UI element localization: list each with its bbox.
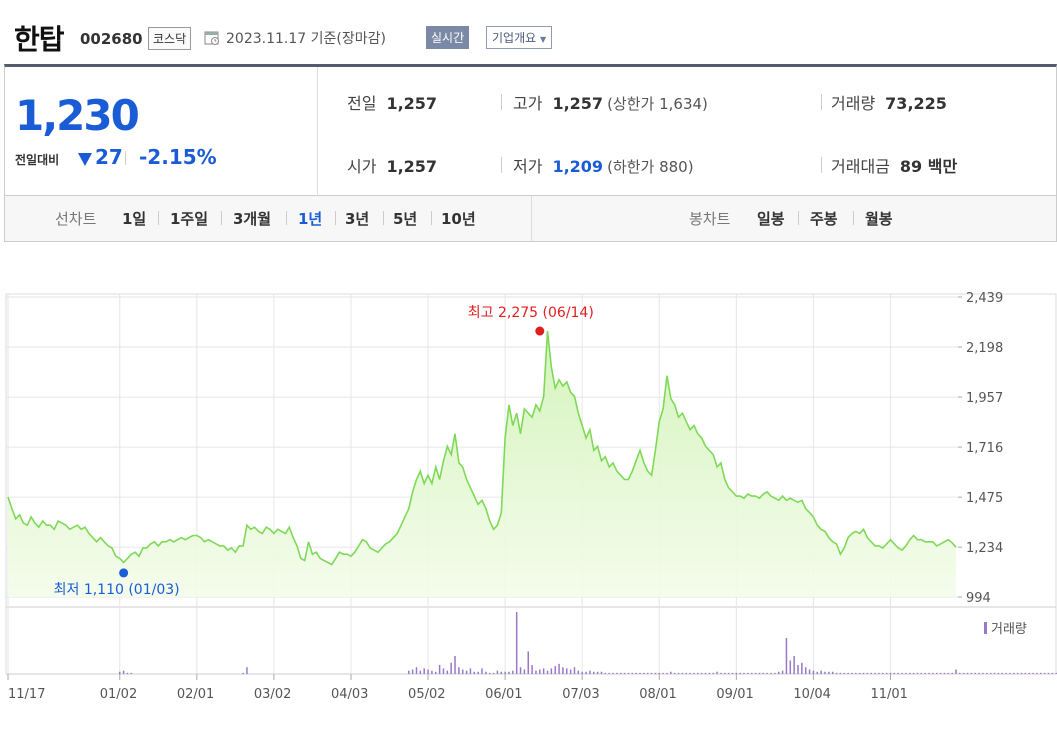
high-value: 1,257 (552, 94, 604, 113)
y-tick-label: 1,234 (966, 541, 1003, 556)
realtime-button[interactable]: 실시간 (426, 26, 470, 49)
x-tick-label: 06/01 (485, 687, 522, 702)
divider (125, 151, 126, 165)
volume-value: 73,225 (885, 94, 947, 113)
divider (798, 211, 799, 225)
stock-code: 002680 (80, 30, 143, 48)
price-area (8, 331, 956, 597)
chevron-down-icon: ▼ (540, 35, 547, 44)
divider (821, 94, 822, 110)
y-tick-label: 1,716 (966, 441, 1003, 456)
change-value: 27 (95, 145, 123, 169)
prev-close: 전일 1,257 (347, 90, 437, 114)
stock-name: 한탑 (14, 23, 65, 56)
x-tick-label: 04/03 (331, 687, 368, 702)
candle-weekly[interactable]: 주봉 (810, 210, 838, 228)
divider (335, 211, 336, 225)
company-info-dropdown[interactable]: 기업개요 ▼ (486, 26, 553, 49)
divider (286, 211, 287, 225)
change-label: 전일대비 (15, 153, 60, 167)
divider (531, 196, 532, 241)
x-tick-label: 10/04 (793, 687, 830, 702)
period-10y[interactable]: 10년 (441, 210, 476, 228)
trade-value-label: 거래대금 (831, 157, 890, 176)
open-value: 1,257 (386, 157, 438, 176)
x-tick-label: 02/01 (177, 687, 214, 702)
period-1y[interactable]: 1년 (298, 210, 323, 228)
x-tick-label: 01/02 (100, 687, 137, 702)
divider (501, 94, 502, 110)
divider (221, 211, 222, 225)
price-chart[interactable]: 2,439 2,198 1,957 1,716 1,475 1,234 994 11/17 01… (0, 242, 1057, 734)
y-tick-label: 994 (966, 591, 991, 606)
current-price-box: 1,230 전일대비 27 -2.15% (5, 67, 318, 196)
trade-value: 거래대금 89 백만 (831, 153, 957, 177)
x-tick-label: 11/17 (8, 687, 45, 702)
min-point (119, 568, 129, 578)
max-point (535, 326, 545, 336)
stock-header: 한탑 002680 코스닥 2023.11.17 기준(장마감) 실시간 기업개… (0, 0, 1057, 64)
period-3m[interactable]: 3개월 (233, 210, 272, 228)
calendar-icon (204, 31, 219, 45)
y-tick-label: 1,957 (966, 391, 1003, 406)
prev-close-label: 전일 (347, 94, 377, 113)
period-1w[interactable]: 1주일 (170, 210, 209, 228)
line-chart-label: 선차트 (55, 210, 97, 228)
max-label: 최고 2,275 (06/14) (468, 305, 594, 321)
period-3y[interactable]: 3년 (345, 210, 370, 228)
open-label: 시가 (347, 157, 377, 176)
low-value: 1,209 (552, 157, 604, 176)
high: 고가 1,257 (상한가 1,634) (513, 90, 708, 114)
price-chart-svg: 2,439 2,198 1,957 1,716 1,475 1,234 994 11/17 01… (5, 291, 1057, 702)
x-tick-label: 07/03 (562, 687, 599, 702)
trade-value-value: 89 백만 (899, 157, 958, 176)
prev-close-value: 1,257 (386, 94, 438, 113)
x-tick-label: 05/02 (408, 687, 445, 702)
candle-chart-label: 봉차트 (689, 210, 731, 228)
divider (853, 211, 854, 225)
period-5y[interactable]: 5년 (393, 210, 418, 228)
volume: 거래량 73,225 (831, 90, 947, 114)
x-tick-label: 09/01 (716, 687, 753, 702)
price-panel: 1,230 전일대비 27 -2.15% 전일 1,257 고가 1,257 (상한가… (4, 64, 1057, 196)
upper-limit: (상한가 1,634) (607, 95, 708, 113)
period-bar: 선차트 1일 1주일 3개월 1년 3년 5년 10년 봉차트 일봉 주봉 월봉 (4, 196, 1057, 242)
period-1d[interactable]: 1일 (122, 210, 147, 228)
market-badge: 코스닥 (148, 27, 192, 50)
x-tick-label: 08/01 (639, 687, 676, 702)
y-tick-label: 2,198 (966, 341, 1003, 356)
high-label: 고가 (513, 94, 543, 113)
divider (431, 211, 432, 225)
low: 저가 1,209 (하한가 880) (513, 153, 694, 177)
open: 시가 1,257 (347, 153, 437, 177)
down-arrow-icon (78, 153, 92, 166)
divider (383, 211, 384, 225)
y-tick-label: 1,475 (966, 491, 1003, 506)
company-info-label: 기업개요 (492, 31, 537, 45)
min-label: 최저 1,110 (01/03) (54, 582, 180, 598)
change-percent: -2.15% (139, 145, 217, 169)
y-tick-label: 2,439 (966, 291, 1003, 306)
divider (501, 157, 502, 173)
volume-legend-swatch (984, 622, 987, 634)
low-label: 저가 (513, 157, 543, 176)
candle-monthly[interactable]: 월봉 (865, 210, 893, 228)
candle-daily[interactable]: 일봉 (757, 210, 785, 228)
volume-legend-label: 거래량 (991, 622, 1027, 637)
divider (158, 211, 159, 225)
volume-label: 거래량 (831, 94, 876, 113)
divider (821, 157, 822, 173)
lower-limit: (하한가 880) (607, 158, 694, 176)
x-tick-label: 03/02 (254, 687, 291, 702)
current-price: 1,230 (15, 91, 140, 140)
price-line (7, 330, 957, 566)
as-of-date: 2023.11.17 기준(장마감) (226, 31, 386, 47)
x-tick-label: 11/01 (870, 687, 907, 702)
